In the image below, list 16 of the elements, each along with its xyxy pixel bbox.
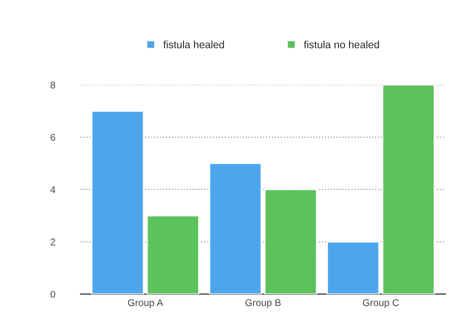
legend-label: fistula no healed [304,40,379,48]
legend-label: fistula healed [163,40,224,48]
bar [146,214,200,294]
bar [208,162,262,294]
y-tick-label: 0 [50,290,56,298]
y-tick-label: 4 [50,186,56,194]
y-tick-label: 2 [50,238,56,246]
bar [264,188,318,294]
y-tick-label: 6 [50,134,56,141]
bar [326,241,380,294]
bar [91,110,144,294]
x-tick-label: Group A [128,299,164,308]
y-tick-label: 8 [50,82,56,88]
bar [382,84,436,294]
x-tick-label: Group C [362,299,399,308]
x-tick-label: Group B [245,299,281,308]
